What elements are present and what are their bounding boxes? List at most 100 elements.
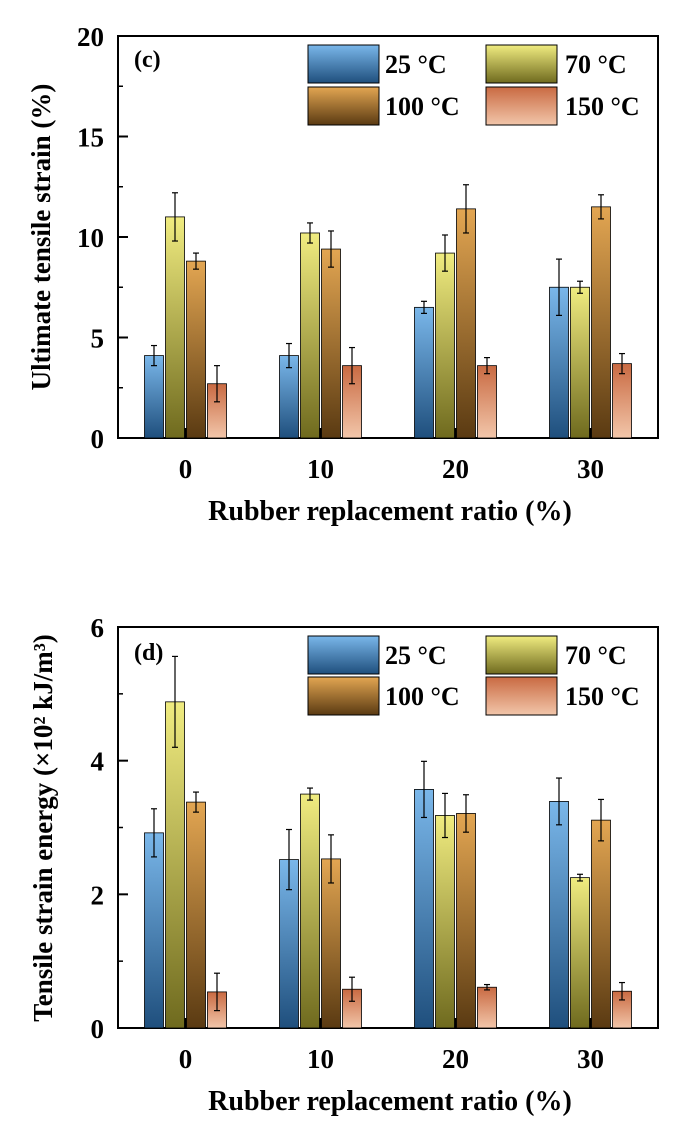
error-bar-70c-0 — [172, 655, 178, 748]
error-bar-70c-20 — [442, 792, 448, 839]
bar-100c-10 — [321, 248, 341, 439]
y-tick-label: 15 — [77, 123, 104, 153]
legend-label-100c: 100 °C — [385, 92, 460, 121]
legend-swatch-25c — [307, 635, 380, 675]
error-bar-150c-10 — [349, 976, 355, 1002]
bar-100c-0 — [186, 801, 206, 1029]
error-bar-25c-0 — [151, 344, 157, 367]
error-bar-25c-10 — [286, 828, 292, 891]
legend-label-70c: 70 °C — [565, 50, 627, 79]
bar-100c-10 — [321, 858, 341, 1029]
bar-70c-30 — [570, 877, 590, 1029]
legend-swatch-150c — [485, 86, 558, 126]
error-bar-70c-10 — [307, 787, 313, 801]
legend-swatch-100c — [307, 676, 380, 716]
legend-label-100c: 100 °C — [385, 682, 460, 711]
y-tick-label: 4 — [91, 747, 105, 777]
y-tick-label: 20 — [77, 22, 104, 52]
x-tick-label: 20 — [442, 454, 469, 484]
bar-100c-0 — [186, 260, 206, 439]
y-tick-label: 10 — [77, 223, 104, 253]
x-tick-label: 0 — [179, 1044, 193, 1074]
error-bar-100c-30 — [598, 798, 604, 842]
error-bar-150c-30 — [619, 352, 625, 375]
legend-swatch-70c — [485, 635, 558, 675]
legend-swatch-150c — [485, 676, 558, 716]
legend-swatch-70c — [485, 44, 558, 84]
error-bar-70c-20 — [442, 234, 448, 272]
panel-label: (d) — [134, 640, 163, 666]
bar-100c-20 — [456, 208, 476, 439]
error-bar-150c-10 — [349, 346, 355, 385]
error-bar-25c-0 — [151, 808, 157, 858]
legend: 25 °C 70 °C 100 °C 150 °C — [307, 44, 640, 126]
error-bar-25c-10 — [286, 342, 292, 369]
error-bar-25c-30 — [556, 777, 562, 826]
y-axis-title: Ultimate tensile strain (%) — [26, 84, 56, 391]
y-tick-label: 0 — [91, 424, 105, 454]
error-bar-100c-0 — [193, 791, 199, 813]
chart-panel-c: (c) Rubber replacement ratio (%) Ultimat… — [26, 22, 659, 527]
y-tick-label: 6 — [91, 613, 105, 643]
error-bar-100c-20 — [463, 794, 469, 833]
bar-25c-20 — [414, 789, 434, 1029]
panel-label: (c) — [134, 47, 161, 73]
bar-100c-30 — [591, 206, 611, 439]
legend-label-70c: 70 °C — [565, 641, 627, 670]
x-tick-label: 30 — [577, 454, 604, 484]
error-bar-70c-30 — [577, 280, 583, 294]
error-bar-150c-30 — [619, 981, 625, 1001]
bar-25c-30 — [549, 801, 569, 1029]
error-bar-150c-20 — [484, 357, 490, 375]
error-bar-100c-20 — [463, 184, 469, 234]
y-tick-label: 2 — [91, 880, 105, 910]
x-tick-label: 10 — [307, 1044, 334, 1074]
bar-70c-30 — [570, 286, 590, 439]
bar-150c-20 — [477, 986, 497, 1029]
bar-70c-0 — [165, 701, 185, 1029]
legend-label-25c: 25 °C — [385, 50, 447, 79]
legend-label-150c: 150 °C — [565, 682, 640, 711]
error-bar-70c-10 — [307, 222, 313, 244]
x-axis-title: Rubber replacement ratio (%) — [208, 496, 572, 527]
legend: 25 °C 70 °C 100 °C 150 °C — [307, 635, 640, 716]
error-bar-150c-0 — [214, 365, 220, 403]
bar-70c-20 — [435, 815, 455, 1029]
bar-25c-0 — [144, 832, 164, 1029]
bar-150c-30 — [612, 363, 632, 439]
error-bar-70c-0 — [172, 192, 178, 242]
error-bar-25c-20 — [421, 300, 427, 314]
bar-70c-0 — [165, 216, 185, 439]
y-tick-label: 0 — [91, 1014, 105, 1044]
error-bar-100c-0 — [193, 252, 199, 270]
error-bar-25c-20 — [421, 760, 427, 819]
x-tick-label: 0 — [179, 454, 193, 484]
error-bar-150c-20 — [484, 983, 490, 991]
legend-swatch-25c — [307, 44, 380, 84]
legend-label-150c: 150 °C — [565, 92, 640, 121]
bar-25c-0 — [144, 355, 164, 439]
legend-swatch-100c — [307, 86, 380, 126]
bar-70c-20 — [435, 252, 455, 439]
bar-70c-10 — [300, 232, 320, 439]
legend-label-25c: 25 °C — [385, 641, 447, 670]
chart-panel-d: (d) Rubber replacement ratio (%) Tensile… — [28, 613, 659, 1117]
y-tick-label: 5 — [91, 324, 105, 354]
x-tick-label: 30 — [577, 1044, 604, 1074]
error-bar-100c-10 — [328, 834, 334, 884]
bar-25c-20 — [414, 306, 434, 439]
bar-100c-30 — [591, 819, 611, 1029]
x-tick-label: 10 — [307, 454, 334, 484]
y-axis-title: Tensile strain energy (×10² kJ/m³) — [28, 634, 58, 1022]
error-bar-150c-0 — [214, 972, 220, 1012]
x-tick-label: 20 — [442, 1044, 469, 1074]
error-bar-70c-30 — [577, 873, 583, 882]
x-axis-title: Rubber replacement ratio (%) — [208, 1086, 572, 1117]
error-bar-100c-30 — [598, 194, 604, 220]
bar-150c-20 — [477, 365, 497, 439]
error-bar-25c-30 — [556, 258, 562, 316]
bar-100c-20 — [456, 813, 476, 1029]
bar-70c-10 — [300, 793, 320, 1029]
error-bar-100c-10 — [328, 230, 334, 268]
